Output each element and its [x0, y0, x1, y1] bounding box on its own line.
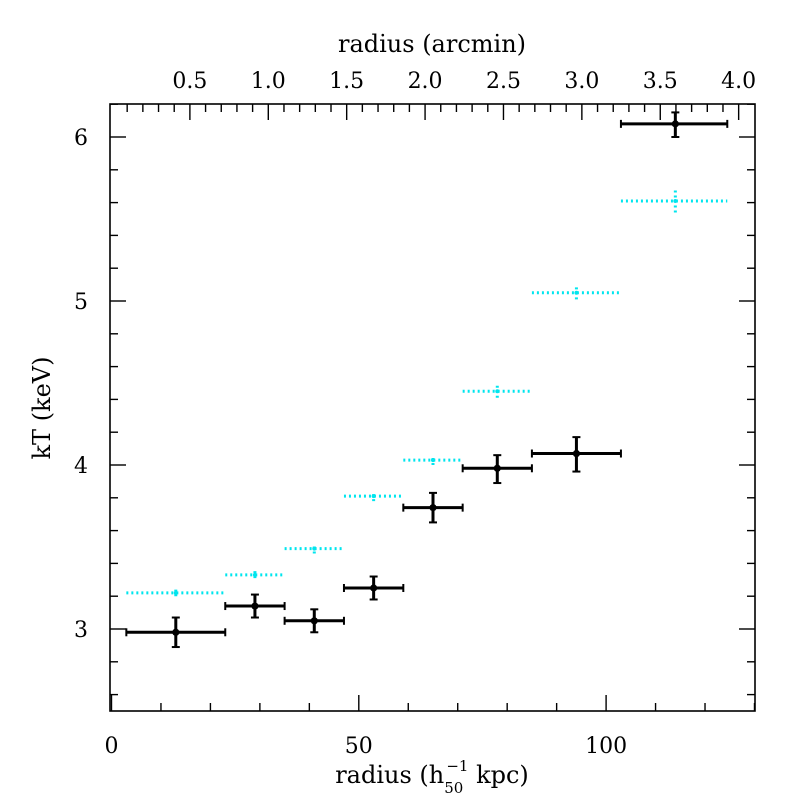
y-tick-label: 3 [74, 618, 88, 643]
top-tick-label: 0.5 [172, 69, 207, 94]
y-tick-label: 6 [74, 126, 88, 151]
point-marker [572, 449, 581, 458]
data-point [403, 455, 463, 465]
data-point [126, 589, 226, 597]
point-marker [312, 546, 317, 551]
top-axis-label: radius (arcmin) [338, 30, 526, 58]
top-tick-label: 1.5 [329, 69, 364, 94]
y-axis-label: kT (keV) [28, 357, 56, 460]
point-marker [673, 198, 678, 203]
plot-frame [109, 103, 756, 712]
point-marker [493, 464, 501, 472]
top-tick-label: 3.5 [643, 69, 678, 94]
data-point [462, 384, 532, 398]
data-point [619, 111, 729, 138]
point-marker [251, 602, 259, 610]
y-tick-label: 4 [74, 454, 88, 479]
x-tick-label: 100 [585, 734, 627, 759]
point-marker [671, 120, 679, 128]
point-marker [310, 617, 318, 625]
data-point [343, 491, 404, 502]
axis-ticks [110, 103, 756, 711]
tick-labels: 0 50 100 3 4 5 6 0.5 1.0 1.5 2.0 2.5 3.0 3.5 4.0 [74, 69, 756, 759]
point-marker [370, 584, 378, 592]
point-marker [173, 590, 178, 595]
series-layer [125, 111, 729, 649]
top-tick-label: 2.0 [408, 69, 443, 94]
data-point [283, 608, 345, 634]
point-marker [430, 458, 435, 463]
data-point [620, 189, 728, 213]
data-point [342, 575, 405, 601]
point-marker [429, 504, 437, 512]
data-point [531, 286, 621, 300]
black-series [125, 111, 729, 649]
point-marker [574, 290, 579, 295]
data-point [402, 491, 464, 524]
y-tick-label: 5 [74, 290, 88, 315]
point-marker [495, 389, 500, 394]
data-point [225, 569, 285, 579]
top-tick-label: 4.0 [721, 69, 756, 94]
data-point [125, 616, 227, 649]
top-tick-label: 1.0 [251, 69, 286, 94]
x-axis-label: radius (h50−1 kpc) [335, 757, 529, 797]
point-marker [371, 494, 376, 499]
x-tick-label: 50 [345, 734, 373, 759]
point-marker [252, 572, 257, 577]
top-tick-label: 3.0 [564, 69, 599, 94]
cyan-series [126, 189, 728, 597]
data-point [284, 543, 344, 554]
data-point [224, 593, 286, 619]
data-point [530, 436, 622, 473]
x-tick-label: 0 [105, 734, 119, 759]
top-tick-label: 2.5 [486, 69, 521, 94]
point-marker [172, 628, 180, 636]
data-point [461, 454, 533, 485]
